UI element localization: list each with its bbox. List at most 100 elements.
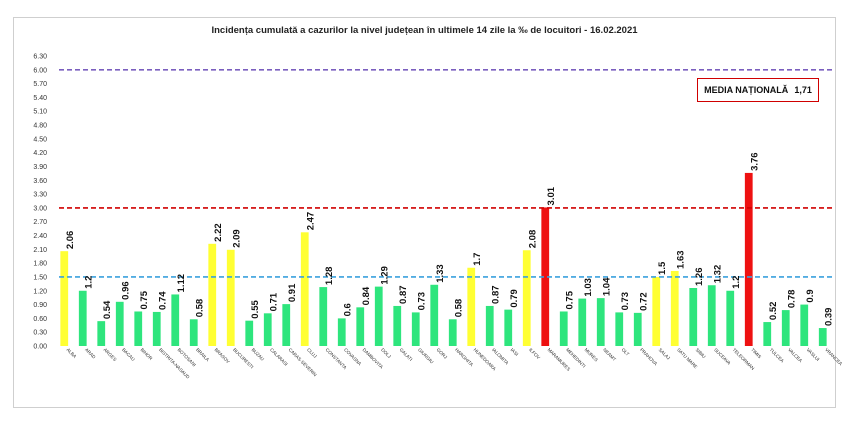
x-tick-label: NEAMT [602, 347, 617, 362]
bar [744, 172, 753, 346]
y-tick-label: 2.10 [33, 247, 47, 254]
bar-value-label: 0.72 [639, 292, 650, 311]
bar-value-label: 0.58 [454, 299, 465, 318]
bar-value-label: 0.71 [269, 292, 280, 311]
y-tick-label: 5.70 [33, 81, 47, 88]
x-tick-label: ARGES [103, 347, 118, 362]
x-tick-label: BRAILA [195, 347, 211, 363]
y-tick-label: 0.60 [33, 316, 47, 323]
bar-value-label: 1.29 [380, 266, 391, 285]
y-tick-label: 3.60 [33, 178, 47, 185]
x-tick-label: BUZAU [251, 347, 266, 362]
bar-value-label: 0.79 [509, 289, 520, 308]
x-tick-label: ALBA [66, 347, 79, 360]
y-tick-label: 0.00 [33, 344, 47, 351]
bar-value-label: 0.6 [343, 303, 354, 316]
y-axis-ticks: 0.00 0.30 0.60 0.90 1.20 1.50 1.80 2.10 2.40 2.70… [33, 54, 47, 351]
bar [707, 285, 716, 346]
x-tick-label: BRASOV [214, 347, 232, 365]
bar [374, 286, 383, 346]
bar [319, 287, 328, 346]
bar [504, 309, 513, 346]
y-tick-label: 3.30 [33, 192, 47, 199]
bar-value-label: 0.73 [417, 292, 428, 311]
y-tick-label: 6.00 [33, 67, 47, 74]
bar [448, 319, 457, 346]
bar-value-label: 1.03 [583, 278, 594, 297]
bar-value-label: 0.54 [102, 300, 113, 319]
bar-value-label: 1.28 [324, 267, 335, 286]
bar [596, 298, 605, 346]
bar [393, 305, 402, 346]
bar [652, 276, 661, 346]
x-tick-label: VASLUI [806, 347, 821, 362]
bar-value-label: 0.75 [139, 290, 150, 309]
chart-frame [13, 17, 836, 408]
y-tick-label: 2.40 [33, 233, 47, 240]
bar [411, 312, 420, 346]
x-tick-label: CALARASI [269, 347, 289, 367]
chart-title: Incidența cumulată a cazurilor la nivel … [211, 25, 638, 36]
bar [356, 307, 365, 346]
bar-value-label: 2.22 [213, 223, 224, 242]
y-tick-label: 0.30 [33, 330, 47, 337]
x-tick-label: GORJ [436, 347, 449, 360]
bar-value-label: 0.55 [250, 299, 261, 318]
bar-value-label: 1.7 [472, 253, 483, 266]
x-tick-label: TIMIS [750, 347, 762, 359]
bar [430, 284, 439, 346]
bar-value-label: 1.33 [435, 264, 446, 283]
bar-value-label: 1.2 [731, 276, 742, 289]
bar [226, 249, 235, 346]
bar-value-label: 1.12 [176, 274, 187, 293]
value-labels: 2.06 1.2 0.54 0.96 0.75 0.74 1.12 0.58 2.22 2.09 0… [65, 152, 835, 326]
y-tick-label: 3.90 [33, 164, 47, 171]
x-tick-label: SALAJ [658, 347, 671, 360]
bar [208, 243, 217, 346]
x-tick-label: DOLJ [380, 347, 392, 359]
x-tick-label: GIURGIU [417, 347, 434, 364]
y-tick-label: 1.20 [33, 288, 47, 295]
bar [689, 288, 698, 346]
x-tick-label: BIHOR [140, 347, 154, 361]
bar-value-label: 2.47 [306, 212, 317, 231]
bar-value-label: 0.73 [620, 292, 631, 311]
bar-value-label: 1.5 [657, 261, 668, 275]
y-tick-label: 5.40 [33, 95, 47, 102]
bar-value-label: 1.2 [84, 276, 95, 289]
bar [337, 318, 346, 346]
bar-value-label: 0.87 [398, 285, 409, 304]
bar-value-label: 0.74 [158, 291, 169, 310]
national-average-value: 1,71 [794, 85, 812, 95]
x-tick-label: OLT [621, 347, 631, 357]
y-tick-label: 5.10 [33, 109, 47, 116]
bar [282, 304, 291, 346]
bar-value-label: 2.08 [528, 230, 539, 249]
bar [633, 312, 642, 346]
bar [245, 320, 254, 346]
x-tick-label: IASI [510, 347, 520, 357]
bar-value-label: 0.52 [768, 302, 779, 321]
x-tick-label: TULCEA [769, 347, 786, 364]
bar-value-label: 1.63 [676, 250, 687, 269]
y-tick-label: 0.90 [33, 302, 47, 309]
bar-value-label: 2.06 [65, 231, 76, 250]
y-tick-label: 4.20 [33, 150, 47, 157]
y-tick-label: 1.50 [33, 274, 47, 281]
y-tick-label: 2.70 [33, 219, 47, 226]
bar [78, 290, 87, 346]
bar-value-label: 2.09 [232, 229, 243, 248]
bar-value-label: 0.9 [805, 289, 816, 302]
reference-lines [59, 69, 832, 278]
bar [60, 251, 69, 346]
bar-value-label: 0.58 [195, 299, 206, 318]
bar [670, 270, 679, 346]
x-tick-label: MURES [584, 347, 599, 362]
y-tick-label: 4.50 [33, 136, 47, 143]
bar [467, 267, 476, 346]
bar [522, 250, 531, 346]
bar [189, 319, 198, 346]
y-tick-label: 3.00 [33, 205, 47, 212]
x-tick-label: ARAD [84, 347, 97, 360]
